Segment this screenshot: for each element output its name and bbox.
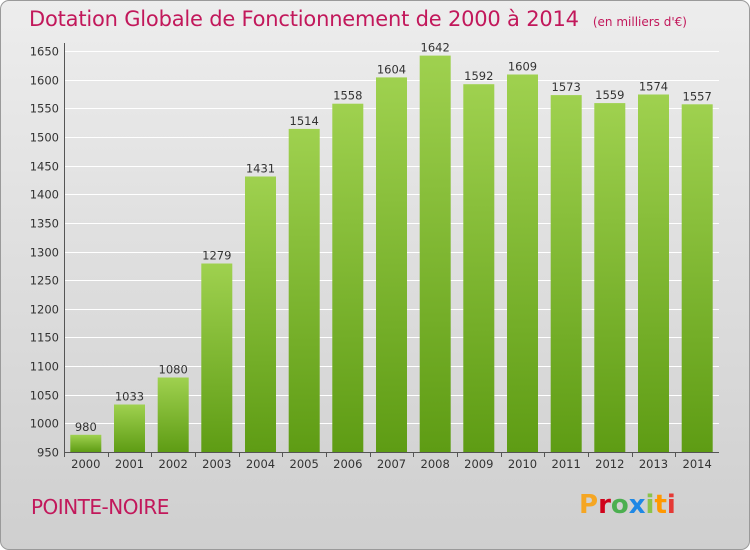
data-label-2006: 1558 <box>333 89 362 103</box>
bar-2002 <box>157 377 189 452</box>
y-tick-label: 1250 <box>30 274 59 288</box>
y-tick-label: 1400 <box>30 188 59 202</box>
logo-letter: o <box>610 490 629 520</box>
data-label-2000: 980 <box>75 420 97 434</box>
data-label-2007: 1604 <box>377 62 406 76</box>
logo-letter: x <box>628 490 646 520</box>
x-tick-label: 2013 <box>639 457 668 471</box>
y-tick-label: 1450 <box>30 160 59 174</box>
data-label-2005: 1514 <box>290 114 319 128</box>
data-label-2013: 1574 <box>639 80 668 94</box>
x-tick-label: 2008 <box>421 457 450 471</box>
x-tick-label: 2014 <box>683 457 712 471</box>
bar-2009 <box>463 84 495 452</box>
x-tick-label: 2010 <box>508 457 537 471</box>
data-label-2003: 1279 <box>202 249 231 263</box>
unit-label: (en milliers d'€) <box>592 15 687 29</box>
bar-2000 <box>70 434 102 452</box>
title-text: Dotation Globale de Fonctionnement de 20… <box>29 7 579 31</box>
data-label-2004: 1431 <box>246 162 275 176</box>
bar-2005 <box>288 128 320 452</box>
logo-letter: r <box>598 490 611 520</box>
bar-2006 <box>332 103 364 452</box>
x-tick-label: 2011 <box>552 457 581 471</box>
bar-2013 <box>638 94 669 452</box>
bar-2004 <box>245 176 276 452</box>
x-tick-label: 2002 <box>159 457 188 471</box>
y-tick-label: 1150 <box>30 331 59 345</box>
data-label-2010: 1609 <box>508 60 537 74</box>
y-tick-label: 1550 <box>30 102 59 116</box>
place-name: POINTE-NOIRE <box>31 495 169 519</box>
y-tick-label: 1650 <box>30 45 59 59</box>
bars <box>70 55 713 453</box>
x-tick-label: 2012 <box>595 457 624 471</box>
chart-title: Dotation Globale de Fonctionnement de 20… <box>29 7 687 31</box>
axes: 950 1000 1050 1100 1150 1200 1250 1300 1350 1400 1… <box>30 43 719 471</box>
bar-2012 <box>594 103 626 452</box>
data-label-2012: 1559 <box>595 88 624 102</box>
x-tick-label: 2007 <box>377 457 406 471</box>
bar-2010 <box>507 74 538 452</box>
x-tick-label: 2005 <box>290 457 319 471</box>
proxiti-logo: Proxiti <box>579 490 676 520</box>
bar-2008 <box>419 55 451 452</box>
bar-2007 <box>376 77 407 453</box>
bar-2014 <box>681 104 713 453</box>
data-labels: 980 1033 1080 1279 1431 1514 1558 1604 1642 1592 1… <box>75 41 712 434</box>
y-tick-label: 1050 <box>30 389 59 403</box>
bar-2001 <box>114 404 145 452</box>
x-tick-label: 2003 <box>202 457 231 471</box>
x-tick-label: 2006 <box>333 457 362 471</box>
y-tick-label: 1300 <box>30 246 59 260</box>
data-label-2011: 1573 <box>552 80 581 94</box>
data-label-2001: 1033 <box>115 390 144 404</box>
y-tick-label: 1350 <box>30 217 59 231</box>
logo-letter: i <box>666 490 676 520</box>
logo-letter: t <box>654 490 667 520</box>
logo-letter: P <box>579 490 599 520</box>
data-label-2008: 1642 <box>421 41 450 55</box>
x-tick-label: 2009 <box>464 457 493 471</box>
x-tick-label: 2001 <box>115 457 144 471</box>
data-label-2009: 1592 <box>464 69 493 83</box>
y-tick-label: 1600 <box>30 74 59 88</box>
y-tick-label: 1100 <box>30 360 59 374</box>
y-tick-label: 1200 <box>30 303 59 317</box>
bar-2003 <box>201 263 233 452</box>
data-label-2002: 1080 <box>159 363 188 377</box>
data-label-2014: 1557 <box>683 89 712 103</box>
y-tick-label: 950 <box>37 446 59 460</box>
bar-2011 <box>550 95 582 452</box>
x-tick-label: 2004 <box>246 457 275 471</box>
y-tick-label: 1000 <box>30 417 59 431</box>
y-tick-label: 1500 <box>30 131 59 145</box>
logo-letter: i <box>645 490 655 520</box>
x-tick-label: 2000 <box>71 457 100 471</box>
